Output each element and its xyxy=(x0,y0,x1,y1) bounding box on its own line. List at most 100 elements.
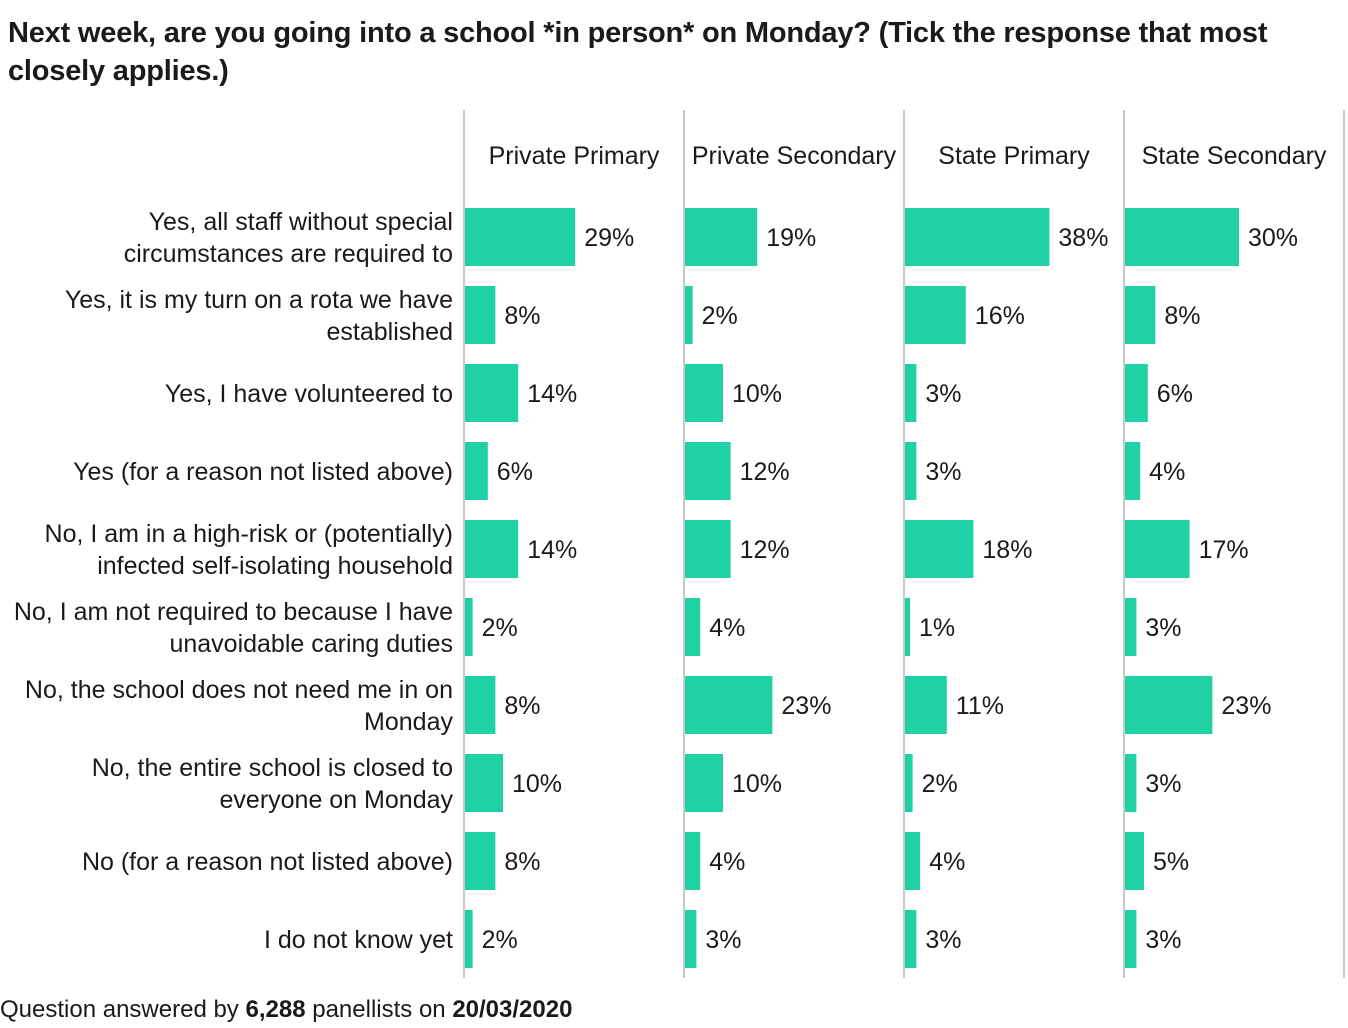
data-label: 3% xyxy=(1145,770,1181,798)
data-label: 3% xyxy=(925,380,961,408)
data-label: 8% xyxy=(504,302,540,330)
category-label: No (for a reason not listed above) xyxy=(82,848,453,876)
data-label: 8% xyxy=(504,848,540,876)
data-label: 3% xyxy=(925,926,961,954)
category-label: Yes (for a reason not listed above) xyxy=(73,458,453,486)
bar xyxy=(1125,910,1137,968)
footer-middle: panellists on xyxy=(312,996,446,1023)
category-label: Yes, it is my turn on a rota we have esta… xyxy=(65,286,453,346)
category-label-line: established xyxy=(327,318,453,346)
bar xyxy=(685,286,693,344)
bar xyxy=(905,910,917,968)
bar xyxy=(1125,832,1144,890)
bar xyxy=(1125,520,1190,578)
survey-date: 20/03/2020 xyxy=(452,996,573,1023)
bar xyxy=(685,676,773,734)
bar xyxy=(465,520,519,578)
category-label-line: Monday xyxy=(364,708,453,736)
bar xyxy=(905,286,966,344)
bar xyxy=(685,364,723,422)
category-label-line: No (for a reason not listed above) xyxy=(82,848,453,876)
data-label: 12% xyxy=(740,458,790,486)
bar xyxy=(465,208,576,266)
data-label: 6% xyxy=(497,458,533,486)
data-label: 14% xyxy=(527,536,577,564)
bar xyxy=(685,832,701,890)
data-label: 4% xyxy=(929,848,965,876)
category-label-line: Yes, I have volunteered to xyxy=(165,380,453,408)
data-label: 14% xyxy=(527,380,577,408)
category-label-line: I do not know yet xyxy=(264,926,453,954)
bar xyxy=(905,832,921,890)
data-label: 10% xyxy=(512,770,562,798)
data-label: 4% xyxy=(1149,458,1185,486)
bar xyxy=(1125,208,1239,266)
data-label: 3% xyxy=(1145,926,1181,954)
data-label: 8% xyxy=(504,692,540,720)
data-label: 23% xyxy=(781,692,831,720)
footer-note: Question answered by 6,288 panellists on… xyxy=(0,994,572,1026)
bar xyxy=(685,598,701,656)
panel-header: Private Secondary xyxy=(692,142,897,170)
data-label: 3% xyxy=(1145,614,1181,642)
category-label-line: unavoidable caring duties xyxy=(169,630,453,658)
bar xyxy=(685,910,697,968)
category-label-line: Yes, it is my turn on a rota we have xyxy=(65,286,453,314)
category-label: No, I am in a high-risk or (potentially)… xyxy=(45,520,453,580)
data-label: 2% xyxy=(482,614,518,642)
data-label: 29% xyxy=(584,224,634,252)
bar xyxy=(905,754,913,812)
data-label: 5% xyxy=(1153,848,1189,876)
bar xyxy=(465,598,473,656)
data-label: 6% xyxy=(1157,380,1193,408)
bar xyxy=(905,442,917,500)
bar xyxy=(1125,676,1213,734)
category-label-line: No, I am in a high-risk or (potentially) xyxy=(45,520,453,548)
bar xyxy=(685,442,731,500)
bar xyxy=(905,208,1050,266)
category-label-line: Yes (for a reason not listed above) xyxy=(73,458,453,486)
data-label: 11% xyxy=(956,692,1004,720)
data-label: 2% xyxy=(922,770,958,798)
bar xyxy=(1125,286,1156,344)
category-label-line: No, the entire school is closed to xyxy=(92,754,453,782)
data-label: 3% xyxy=(925,458,961,486)
bar xyxy=(465,286,496,344)
bar xyxy=(905,520,974,578)
data-label: 38% xyxy=(1058,224,1108,252)
panel-header: State Primary xyxy=(938,142,1090,170)
bar xyxy=(465,910,473,968)
data-label: 30% xyxy=(1248,224,1298,252)
category-label-line: Yes, all staff without special xyxy=(149,208,453,236)
data-label: 8% xyxy=(1164,302,1200,330)
panel-header: State Secondary xyxy=(1142,142,1327,170)
bar xyxy=(1125,598,1137,656)
bar xyxy=(905,676,947,734)
category-label: No, the entire school is closed to everyo… xyxy=(92,754,454,814)
chart-title: Next week, are you going into a school *… xyxy=(8,17,1268,87)
bar xyxy=(465,676,496,734)
data-label: 17% xyxy=(1199,536,1249,564)
panellist-count: 6,288 xyxy=(245,996,306,1023)
bar xyxy=(685,754,723,812)
bar xyxy=(685,520,731,578)
data-label: 4% xyxy=(709,848,745,876)
category-label: No, I am not required to because I have u… xyxy=(14,598,453,658)
data-label: 16% xyxy=(975,302,1025,330)
bar xyxy=(465,754,503,812)
bar xyxy=(1125,754,1137,812)
data-label: 10% xyxy=(732,380,782,408)
bar xyxy=(905,364,917,422)
bar xyxy=(905,598,910,656)
bar xyxy=(1125,442,1141,500)
category-label-line: No, I am not required to because I have xyxy=(14,598,453,626)
bar xyxy=(1125,364,1148,422)
footer-prefix: Question answered by xyxy=(0,996,239,1023)
category-label: Yes, all staff without special circumstan… xyxy=(124,208,453,268)
category-label-line: No, the school does not need me in on xyxy=(25,676,453,704)
panel-header: Private Primary xyxy=(489,142,660,170)
category-label: Yes, I have volunteered to xyxy=(165,380,453,408)
data-label: 23% xyxy=(1221,692,1271,720)
category-label: No, the school does not need me in on Mon… xyxy=(25,676,454,736)
